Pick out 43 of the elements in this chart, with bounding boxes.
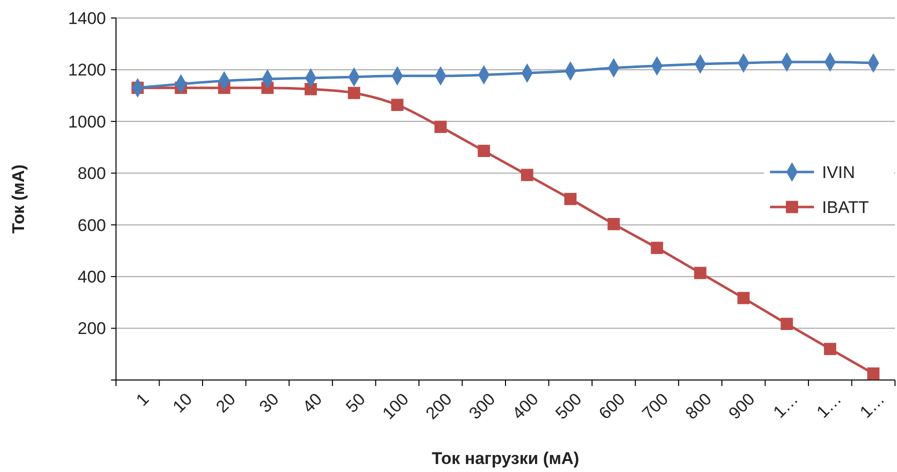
x-tick-label: 10: [169, 390, 196, 416]
point: [304, 82, 317, 96]
y-tick-label: 1000: [68, 112, 106, 132]
x-tick-label: 1…: [856, 390, 888, 422]
point: [391, 98, 404, 112]
x-tick-label: 30: [256, 390, 283, 416]
x-tick-label: 40: [298, 390, 326, 416]
x-tick-label: 500: [552, 390, 586, 424]
point: [434, 120, 447, 133]
x-tick-label: 1: [132, 390, 153, 410]
point: [348, 86, 360, 100]
y-tick-label: 400: [78, 268, 106, 287]
x-tick-label: 600: [595, 390, 629, 424]
y-tick-label: 200: [78, 319, 106, 338]
y-tick-label: 600: [78, 216, 106, 235]
point: [824, 342, 836, 356]
y-axis-title: Ток (мА): [9, 164, 28, 234]
x-tick-label: 1…: [812, 390, 846, 422]
point: [694, 266, 706, 280]
point: [737, 292, 750, 304]
point: [478, 144, 490, 158]
point: [780, 318, 793, 330]
x-tick-label: 1…: [770, 390, 802, 422]
point: [608, 218, 620, 230]
x-tick-label: 700: [638, 390, 672, 424]
legend-label: IVIN: [822, 162, 856, 182]
x-tick-label: 200: [422, 390, 456, 424]
legend-label: IBATT: [822, 198, 869, 217]
y-tick-label: 1400: [68, 8, 106, 28]
point: [564, 192, 577, 206]
x-tick-label: 800: [682, 390, 716, 424]
point: [867, 367, 880, 380]
x-tick-label: 100: [378, 390, 412, 424]
x-tick-label: 50: [342, 390, 370, 416]
y-tick-label: 1200: [68, 60, 106, 80]
y-tick-label: 800: [78, 164, 106, 184]
x-tick-label: 400: [508, 390, 542, 424]
x-tick-label: 900: [725, 390, 759, 424]
x-axis-title: Ток нагрузки (мА): [432, 449, 580, 468]
x-tick-label: 20: [212, 390, 240, 416]
x-tick-label: 300: [465, 390, 499, 424]
point: [521, 168, 534, 182]
point: [650, 242, 664, 254]
